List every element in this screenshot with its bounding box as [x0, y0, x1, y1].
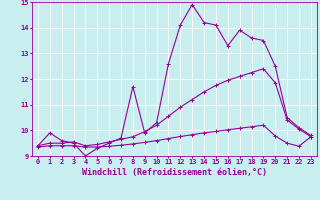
X-axis label: Windchill (Refroidissement éolien,°C): Windchill (Refroidissement éolien,°C) — [82, 168, 267, 177]
